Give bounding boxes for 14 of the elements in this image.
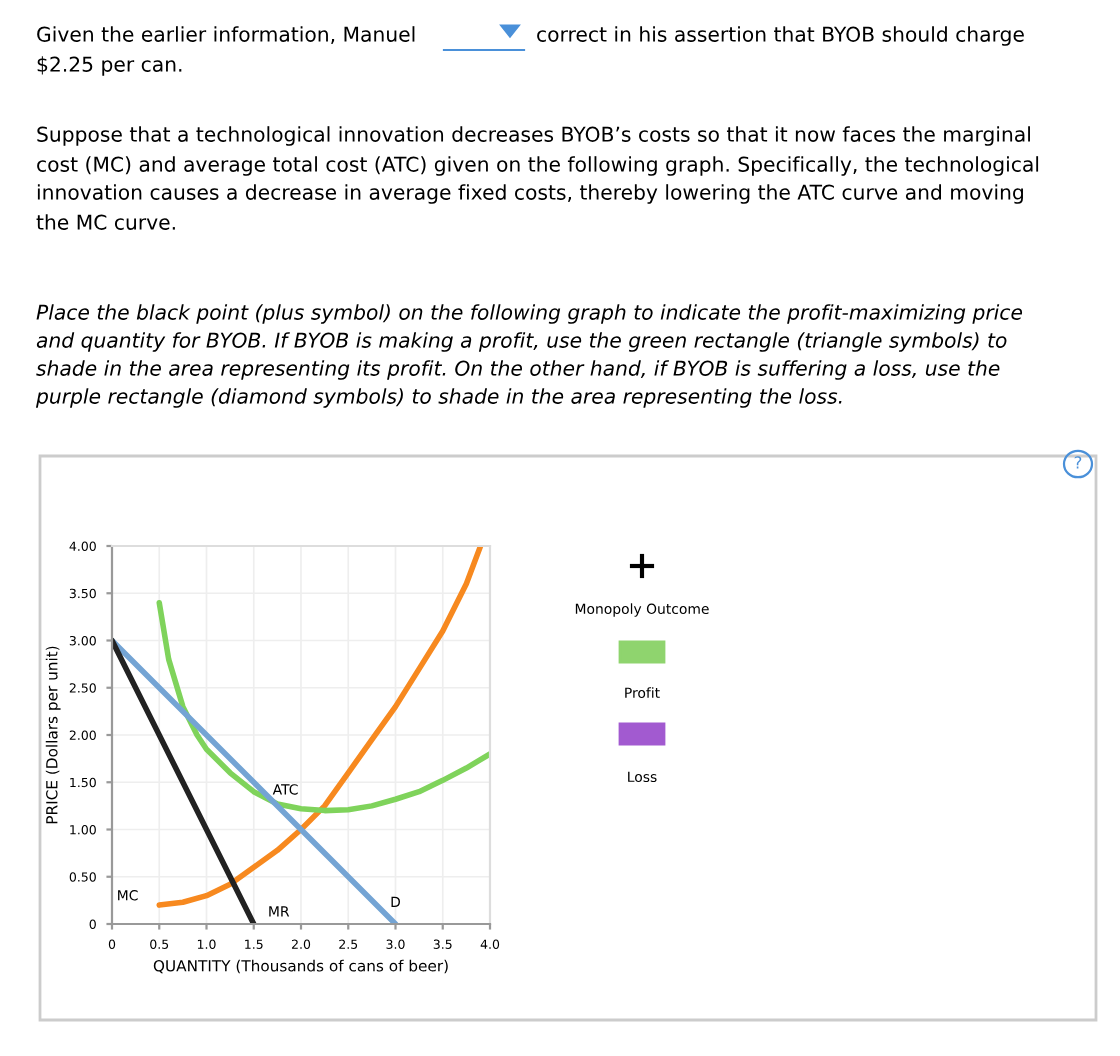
text: $2.25 per can. <box>37 56 182 76</box>
text: Place the black point (plus symbol) on the following graph to indicate the profit-maximizing price <box>36 304 1023 324</box>
text: innovation causes a decrease in average fixed costs, thereby lowering the ATC curve and moving <box>37 184 1023 204</box>
text: shade in the area representing its profit. On the other hand, if BYOB is suffering a loss, use the <box>36 360 1000 380</box>
text: Suppose that a technological innovation decreases BYOB’s costs so that it now faces the marginal <box>37 126 1030 146</box>
line-series <box>156 546 484 908</box>
text: the MC curve. <box>36 214 175 230</box>
text: cost (MC) and average total cost (ATC) given on the following graph. Specifically, the technological <box>37 156 1039 176</box>
text: ? <box>1074 456 1082 469</box>
text: Given the earlier information, Manuel <box>37 26 415 44</box>
text: correct in his assertion that BYOB should charge <box>537 26 1024 46</box>
text: and quantity for BYOB. If BYOB is making a profit, use the green rectangle (triangle symbols) to <box>36 332 1007 352</box>
text: purple rectangle (diamond symbols) to shade in the area representing the loss. <box>35 388 842 408</box>
line-series <box>156 599 490 814</box>
